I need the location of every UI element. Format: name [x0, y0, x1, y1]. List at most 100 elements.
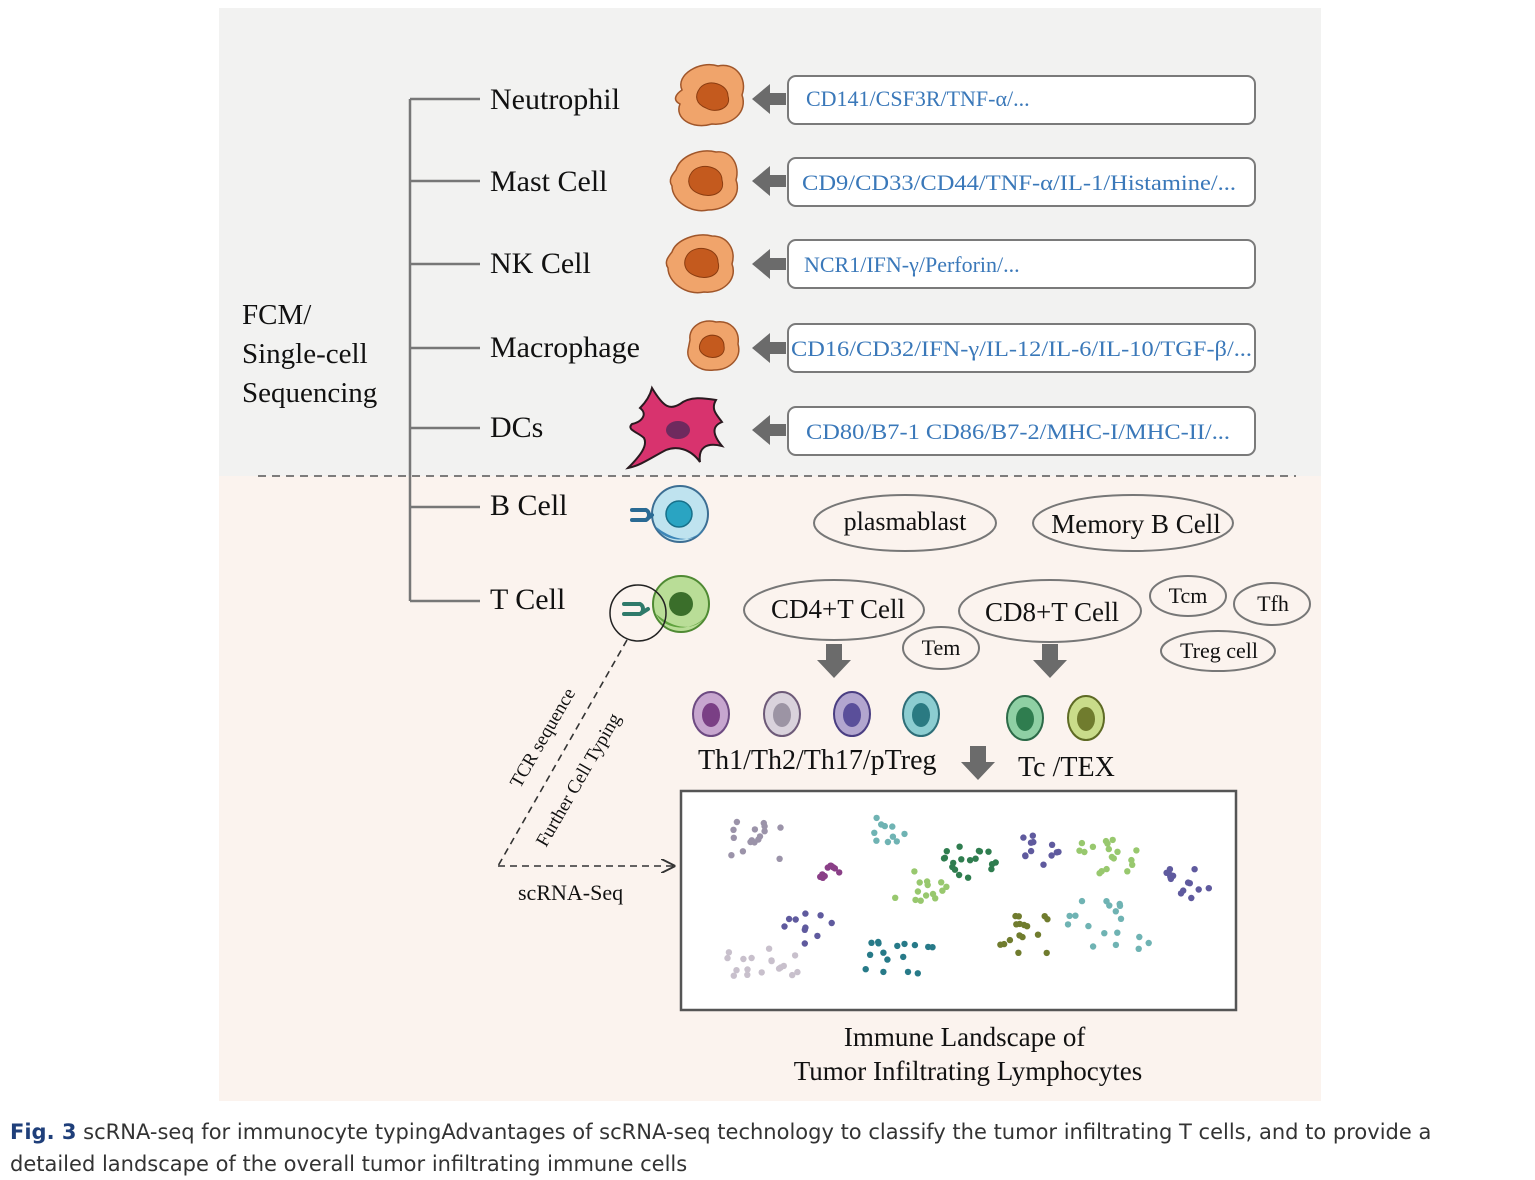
scatter-point: [917, 897, 924, 904]
scatter-point: [925, 943, 932, 951]
scatter-point: [1133, 847, 1140, 854]
scatter-point: [1114, 929, 1121, 936]
cd8-group-label: Tc /TEX: [1018, 752, 1115, 783]
scatter-point: [889, 823, 896, 830]
scatter-point: [781, 923, 788, 930]
scatter-point: [1078, 839, 1086, 847]
scatter-point: [1015, 913, 1022, 920]
scatter-point: [1048, 841, 1056, 848]
scatter-point: [794, 968, 801, 976]
scatter-point: [733, 818, 741, 826]
scatter-point: [1043, 949, 1050, 957]
scatter-point: [1145, 939, 1152, 947]
cell-type-nk-cell: NK Cell: [490, 247, 591, 280]
memory-b-cell-label: Memory B Cell: [1051, 509, 1221, 539]
cell-type-mast-cell: Mast Cell: [490, 165, 608, 198]
cd8-subset-cells: [1006, 695, 1105, 741]
scatter-point: [744, 971, 751, 978]
scatter-point: [972, 855, 979, 862]
scatter-point: [914, 970, 921, 977]
markers-neutrophil: CD141/CSF3R/TNF-α/...: [806, 86, 1030, 111]
scatter-point: [1015, 949, 1022, 956]
scatter-point: [1184, 879, 1192, 886]
scatter-point: [1116, 900, 1123, 908]
scatter-point: [1022, 852, 1029, 859]
scatter-point: [1048, 852, 1055, 859]
scatter-point: [802, 910, 809, 917]
scatter-point: [1135, 945, 1142, 952]
dendritic-cell-icon: [625, 385, 725, 470]
scatter-point: [866, 951, 874, 958]
scatter-point: [1101, 930, 1108, 937]
scatter-point: [900, 953, 907, 961]
cd4-subset-cells: [692, 691, 940, 737]
tem-ellipse: [902, 626, 980, 670]
cd4-t-cell-ellipse: [743, 579, 925, 641]
tcm-label: Tcm: [1169, 583, 1208, 608]
scatter-point: [1066, 912, 1073, 920]
scatter-point: [1055, 848, 1062, 856]
landscape-title: Immune Landscape of Tumor Infiltrating L…: [794, 1022, 1142, 1086]
scatter-point: [814, 932, 821, 940]
scatter-point: [747, 838, 754, 846]
scatter-point: [836, 869, 843, 876]
method-label: FCM/ Single-cell Sequencing: [242, 299, 377, 409]
scatter-point: [1180, 887, 1187, 894]
scatter-point: [956, 843, 963, 850]
scatter-point: [744, 966, 751, 973]
scatter-point: [730, 972, 737, 979]
scatter-point: [1020, 834, 1027, 841]
scatter-point: [976, 848, 984, 855]
scatter-point: [1136, 933, 1143, 941]
treg-cell-ellipse: [1160, 630, 1276, 672]
t-cell-icon: [609, 575, 710, 642]
scatter-point: [733, 967, 740, 974]
scatter-point: [1166, 866, 1174, 873]
scatter-point: [884, 838, 892, 846]
scatter-point: [730, 834, 737, 841]
scatter-point: [1112, 908, 1120, 915]
scatter-point: [1027, 847, 1035, 855]
scatter-point: [1072, 912, 1079, 919]
markers-nk-cell: NCR1/IFN-γ/Perforin/...: [804, 252, 1020, 277]
scatter-point: [988, 865, 995, 873]
cd4-group-label: Th1/Th2/Th17/pTreg: [698, 745, 937, 776]
cell-type-b-cell: B Cell: [490, 489, 568, 522]
scatter-point: [1103, 898, 1110, 905]
scatter-point: [751, 826, 759, 833]
scatter-point: [1114, 848, 1121, 855]
scatter-point: [1108, 853, 1116, 861]
scatter-point: [889, 833, 897, 840]
landscape-box: [679, 789, 1238, 1012]
scatter-point: [893, 838, 900, 845]
scatter-point: [1103, 865, 1110, 873]
scatter-point: [817, 912, 824, 919]
scatter-point: [777, 964, 784, 971]
scatter-point: [1124, 868, 1131, 875]
scatter-point: [765, 945, 773, 952]
nk-cell-icon: [665, 234, 735, 294]
scatter-point: [1128, 856, 1135, 864]
scatter-point: [916, 879, 923, 886]
scatter-point: [929, 890, 937, 898]
scatter-point: [761, 823, 768, 830]
cell-type-macrophage: Macrophage: [490, 331, 640, 364]
scatter-point: [901, 830, 908, 838]
scatter-point: [758, 969, 765, 976]
scatter-point: [821, 872, 828, 880]
markers-dcs: CD80/B7-1 CD86/B7-2/MHC-I/MHC-II/...: [806, 419, 1230, 444]
scatter-point: [1129, 861, 1136, 868]
scatter-point: [1188, 894, 1195, 902]
scatter-point: [724, 954, 731, 962]
dashed-connectors: [497, 639, 674, 866]
scatter-point: [862, 966, 869, 973]
tfh-ellipse: [1233, 582, 1311, 626]
scatter-point: [988, 861, 996, 868]
scatter-point: [725, 949, 733, 956]
classification-bracket: [408, 97, 480, 603]
scatter-point: [1089, 943, 1097, 950]
scatter-point: [1205, 885, 1213, 892]
scatter-point: [912, 896, 919, 904]
scatter-point: [911, 941, 919, 949]
cell-type-t-cell: T Cell: [490, 583, 565, 616]
